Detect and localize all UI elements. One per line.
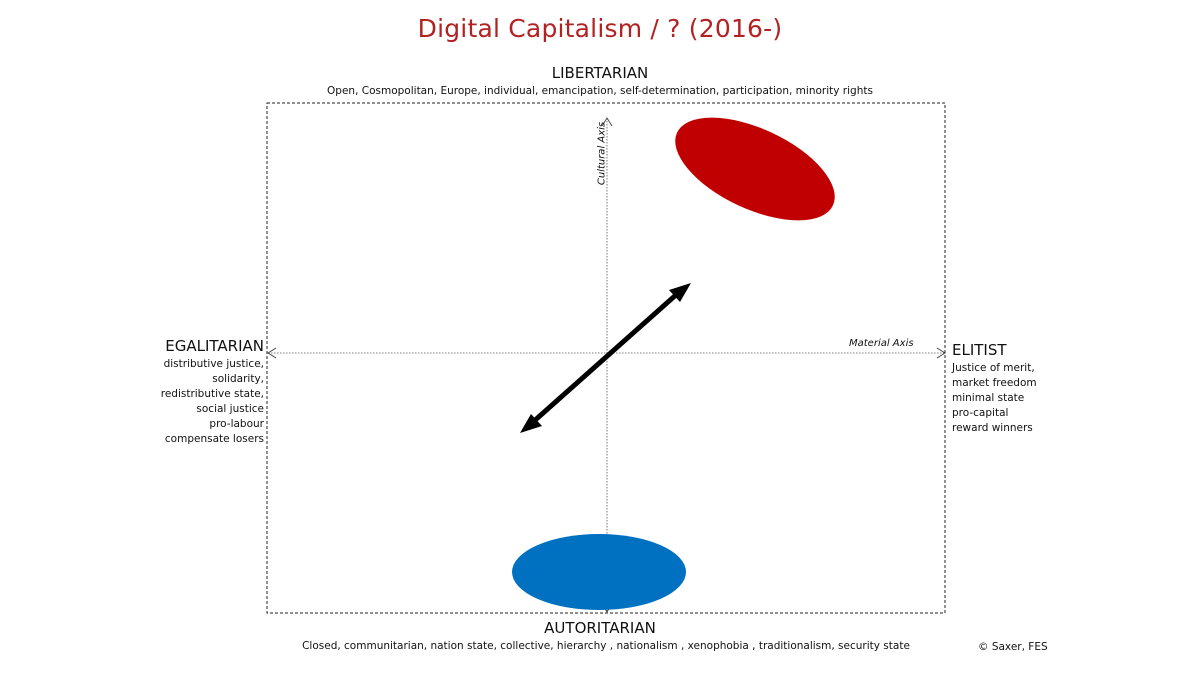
libertarian-label: LIBERTARIAN xyxy=(551,64,649,82)
elitist-list: Justice of merit, market freedom minimal… xyxy=(952,361,1037,436)
egalitarian-item: compensate losers xyxy=(164,433,264,445)
autoritarian-label: AUTORITARIAN xyxy=(544,619,656,637)
material-axis-label: Material Axis xyxy=(849,338,914,349)
egalitarian-item: solidarity, xyxy=(212,373,264,385)
diagonal-arrow-shaft xyxy=(531,292,679,424)
egalitarian-label: EGALITARIAN xyxy=(165,337,264,355)
blue-ellipse xyxy=(512,534,686,610)
libertarian-description: Open, Cosmopolitan, Europe, individual, … xyxy=(327,85,873,97)
diagonal-arrow-head-upper xyxy=(669,283,691,302)
elitist-item: pro-capital xyxy=(952,407,1009,419)
elitist-label: ELITIST xyxy=(952,341,1007,359)
copyright-notice: © Saxer, FES xyxy=(978,641,1048,653)
cultural-axis-label: Cultural Axis xyxy=(596,121,608,186)
egalitarian-list: distributive justice, solidarity, redist… xyxy=(161,357,264,447)
elitist-item: market freedom xyxy=(952,377,1037,389)
diagonal-arrow-head-lower xyxy=(520,414,542,433)
cultural-axis-top-arrow xyxy=(601,117,613,127)
egalitarian-item: distributive justice, xyxy=(163,358,264,370)
red-ellipse xyxy=(675,117,835,221)
egalitarian-item: redistributive state, xyxy=(160,388,264,400)
elitist-item: Justice of merit, xyxy=(952,362,1035,374)
egalitarian-item: pro-labour xyxy=(209,418,264,430)
autoritarian-description: Closed, communitarian, nation state, col… xyxy=(302,640,910,652)
material-axis-right-arrow xyxy=(936,347,946,359)
material-axis-left-arrow xyxy=(267,347,277,359)
elitist-item: reward winners xyxy=(952,422,1033,434)
dashed-frame xyxy=(266,102,946,614)
diagram-title: Digital Capitalism / ? (2016-) xyxy=(417,14,783,43)
elitist-item: minimal state xyxy=(952,392,1025,404)
egalitarian-item: social justice xyxy=(196,403,264,415)
